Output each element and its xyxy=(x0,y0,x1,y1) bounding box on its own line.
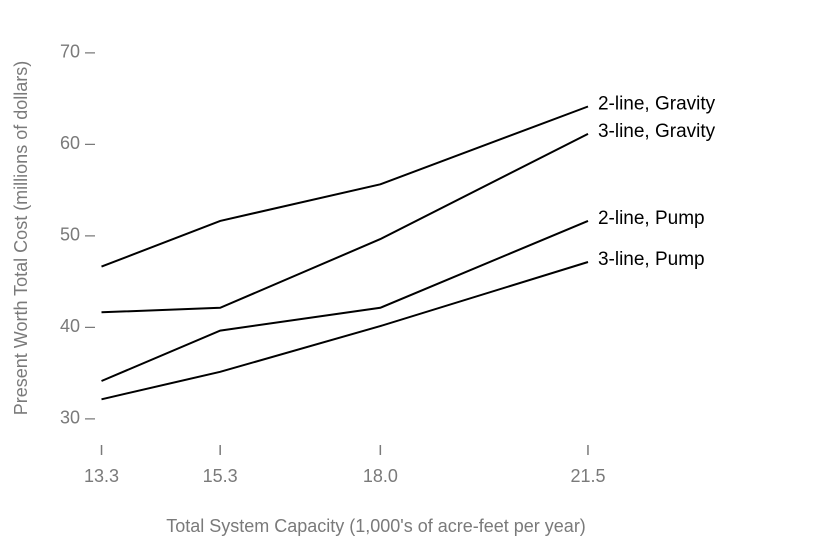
y-axis-title: Present Worth Total Cost (millions of do… xyxy=(11,61,31,415)
series-line xyxy=(101,133,589,314)
series-label: 2-line, Gravity xyxy=(598,93,716,114)
y-tick-label: 40 – xyxy=(60,316,95,336)
y-axis: 30 – 40 – 50 – 60 – 70 – xyxy=(60,42,95,428)
y-tick-label: 60 – xyxy=(60,133,95,153)
y-tick-label: 50 – xyxy=(60,225,95,245)
y-tick-label: 70 – xyxy=(60,42,95,62)
series-label: 2-line, Pump xyxy=(598,208,705,229)
x-tick-label: 13.3 xyxy=(84,466,119,486)
series-group: 2-line, Gravity 3-line, Gravity 2-line, Pu… xyxy=(101,93,716,401)
series-line xyxy=(101,105,589,268)
series-label: 3-line, Gravity xyxy=(598,121,716,142)
series-line xyxy=(101,261,589,401)
x-axis-title: Total System Capacity (1,000's of acre-f… xyxy=(166,516,586,536)
y-tick-label: 30 – xyxy=(60,408,95,428)
x-tick-label: 18.0 xyxy=(363,466,398,486)
x-tick-label: 15.3 xyxy=(203,466,238,486)
x-tick-label: 21.5 xyxy=(570,466,605,486)
series-label: 3-line, Pump xyxy=(598,249,705,270)
series-line xyxy=(101,219,589,382)
x-axis: 13.3 15.3 18.0 21.5 xyxy=(84,445,605,486)
